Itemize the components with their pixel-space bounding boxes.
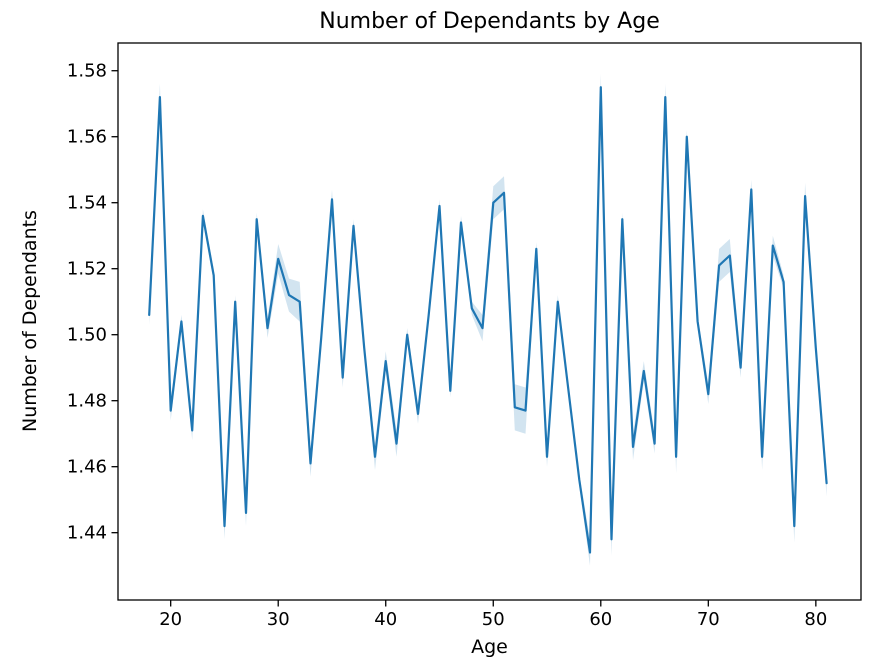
x-tick-label: 20 xyxy=(159,609,182,630)
chart-title: Number of Dependants by Age xyxy=(319,9,660,34)
confidence-band xyxy=(149,74,827,566)
y-tick-label: 1.46 xyxy=(67,457,107,478)
plot-spines xyxy=(117,42,862,601)
x-tick-label: 70 xyxy=(697,609,720,630)
data-line xyxy=(148,86,828,554)
x-tick-label: 60 xyxy=(589,609,612,630)
x-tick-label: 30 xyxy=(267,609,290,630)
x-axis-label: Age xyxy=(471,636,508,658)
x-tick-label: 50 xyxy=(482,609,505,630)
y-tick-label: 1.54 xyxy=(67,193,107,214)
y-tick-label: 1.56 xyxy=(67,127,107,148)
x-tick-label: 40 xyxy=(374,609,397,630)
y-tick-label: 1.52 xyxy=(67,259,107,280)
y-tick-label: 1.44 xyxy=(67,523,107,544)
y-tick-label: 1.50 xyxy=(67,325,107,346)
x-tick-label: 80 xyxy=(804,609,827,630)
y-tick-label: 1.58 xyxy=(67,61,107,82)
y-tick-label: 1.48 xyxy=(67,391,107,412)
